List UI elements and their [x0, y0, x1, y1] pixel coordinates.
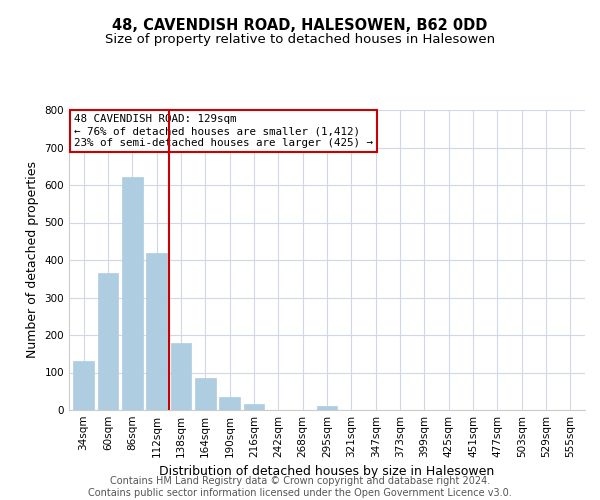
- Bar: [146, 253, 167, 410]
- Text: Contains HM Land Registry data © Crown copyright and database right 2024.
Contai: Contains HM Land Registry data © Crown c…: [88, 476, 512, 498]
- Bar: [195, 378, 215, 410]
- Bar: [98, 273, 118, 410]
- Bar: [170, 342, 191, 410]
- Bar: [244, 404, 265, 410]
- Bar: [122, 177, 143, 410]
- Bar: [73, 361, 94, 410]
- Y-axis label: Number of detached properties: Number of detached properties: [26, 162, 39, 358]
- Text: 48, CAVENDISH ROAD, HALESOWEN, B62 0DD: 48, CAVENDISH ROAD, HALESOWEN, B62 0DD: [112, 18, 488, 32]
- Text: Size of property relative to detached houses in Halesowen: Size of property relative to detached ho…: [105, 34, 495, 46]
- Bar: [219, 397, 240, 410]
- Bar: [317, 406, 337, 410]
- X-axis label: Distribution of detached houses by size in Halesowen: Distribution of detached houses by size …: [160, 466, 494, 478]
- Text: 48 CAVENDISH ROAD: 129sqm
← 76% of detached houses are smaller (1,412)
23% of se: 48 CAVENDISH ROAD: 129sqm ← 76% of detac…: [74, 114, 373, 148]
